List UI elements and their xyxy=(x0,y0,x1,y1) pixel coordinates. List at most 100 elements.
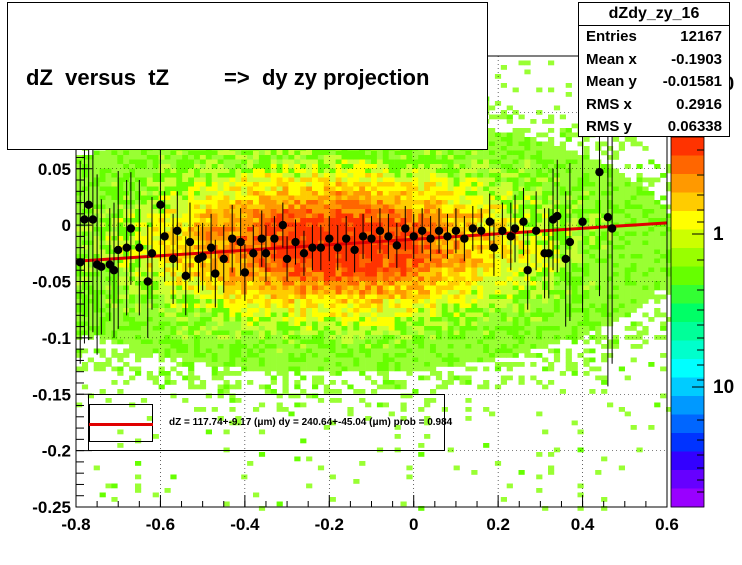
heatmap-cell xyxy=(276,321,283,327)
heatmap-cell xyxy=(430,267,437,273)
heatmap-cell xyxy=(158,150,165,156)
heatmap-cell xyxy=(465,303,472,309)
heatmap-cell xyxy=(135,155,142,160)
heatmap-cell xyxy=(453,285,460,291)
heatmap-cell xyxy=(317,398,325,403)
heatmap-cell xyxy=(111,218,118,223)
heatmap-cell xyxy=(435,375,443,381)
heatmap-cell xyxy=(241,348,248,354)
heatmap-cell xyxy=(111,263,118,268)
heatmap-cell xyxy=(347,353,354,358)
heatmap-cell xyxy=(105,483,112,489)
heatmap-cell xyxy=(117,303,124,309)
heatmap-cell xyxy=(506,173,513,178)
heatmap-cell xyxy=(418,186,425,192)
heatmap-cell xyxy=(353,299,360,304)
heatmap-cell xyxy=(400,339,407,345)
heatmap-cell xyxy=(258,326,266,331)
heatmap-cell xyxy=(188,159,195,165)
heatmap-cell xyxy=(447,209,454,214)
heatmap-cell xyxy=(306,366,313,372)
heatmap-cell xyxy=(353,362,360,367)
heatmap-cell xyxy=(359,263,366,268)
heatmap-cell xyxy=(217,276,224,282)
heatmap-cell xyxy=(465,294,472,300)
heatmap-cell xyxy=(465,213,472,219)
heatmap-cell xyxy=(306,294,313,300)
heatmap-cell xyxy=(341,191,348,196)
heatmap-cell xyxy=(111,294,118,300)
heatmap-cell xyxy=(483,366,490,372)
heatmap-cell xyxy=(565,164,572,169)
heatmap-cell xyxy=(264,168,271,174)
heatmap-cell xyxy=(117,281,124,286)
heatmap-cell xyxy=(459,249,466,255)
heatmap-cell xyxy=(430,182,437,187)
heatmap-cell xyxy=(105,159,112,165)
heatmap-cell xyxy=(270,186,277,192)
heatmap-cell xyxy=(247,195,254,201)
heatmap-cell xyxy=(477,299,484,304)
heatmap-cell xyxy=(117,204,124,210)
heatmap-cell xyxy=(571,258,578,264)
heatmap-cell xyxy=(418,258,425,264)
heatmap-cell xyxy=(388,285,395,291)
heatmap-cell xyxy=(129,321,136,327)
heatmap-cell xyxy=(376,299,384,304)
heatmap-cell xyxy=(253,299,260,304)
heatmap-cell xyxy=(282,276,289,282)
heatmap-cell xyxy=(571,330,578,336)
heatmap-cell xyxy=(394,425,401,430)
heatmap-cell xyxy=(424,258,431,264)
heatmap-cell xyxy=(194,150,201,156)
heatmap-cell xyxy=(194,299,201,304)
heatmap-cell xyxy=(435,281,443,286)
heatmap-cell xyxy=(229,195,236,201)
heatmap-cell xyxy=(229,308,236,313)
heatmap-cell xyxy=(176,150,183,156)
heatmap-cell xyxy=(494,281,502,286)
heatmap-cell xyxy=(400,501,407,507)
heatmap-cell xyxy=(494,321,502,327)
heatmap-cell xyxy=(194,245,201,250)
heatmap-cell xyxy=(565,159,572,165)
heatmap-cell xyxy=(382,195,389,201)
heatmap-cell xyxy=(164,245,171,250)
heatmap-cell xyxy=(294,321,301,327)
heatmap-cell xyxy=(400,321,407,327)
heatmap-cell xyxy=(288,326,295,331)
heatmap-cell xyxy=(288,195,295,201)
heatmap-cell xyxy=(194,330,201,336)
heatmap-cell xyxy=(471,281,478,286)
heatmap-cell xyxy=(170,303,177,309)
heatmap-cell xyxy=(453,245,460,250)
heatmap-cell xyxy=(553,285,561,291)
heatmap-cell xyxy=(483,177,490,183)
heatmap-cell xyxy=(430,335,437,340)
heatmap-cell xyxy=(300,186,307,192)
heatmap-cell xyxy=(253,164,260,169)
heatmap-cell xyxy=(365,150,372,156)
heatmap-cell xyxy=(123,155,130,160)
heatmap-cell xyxy=(217,285,224,291)
heatmap-cell xyxy=(536,285,543,291)
heatmap-cell xyxy=(135,285,142,291)
heatmap-cell xyxy=(477,164,484,169)
heatmap-cell xyxy=(376,272,384,277)
heatmap-cell xyxy=(217,312,224,318)
heatmap-cell xyxy=(382,321,389,327)
heatmap-cell xyxy=(300,339,307,345)
heatmap-cell xyxy=(347,317,354,322)
heatmap-cell xyxy=(235,173,242,178)
heatmap-cell xyxy=(99,200,106,205)
heatmap-cell xyxy=(400,263,407,268)
heatmap-cell xyxy=(335,348,342,354)
heatmap-cell xyxy=(129,177,136,183)
heatmap-cell xyxy=(506,222,513,228)
heatmap-cell xyxy=(241,330,248,336)
heatmap-cell xyxy=(164,150,171,156)
heatmap-cell xyxy=(294,393,301,399)
heatmap-cell xyxy=(382,227,389,232)
heatmap-cell xyxy=(500,164,507,169)
heatmap-cell xyxy=(146,294,153,300)
